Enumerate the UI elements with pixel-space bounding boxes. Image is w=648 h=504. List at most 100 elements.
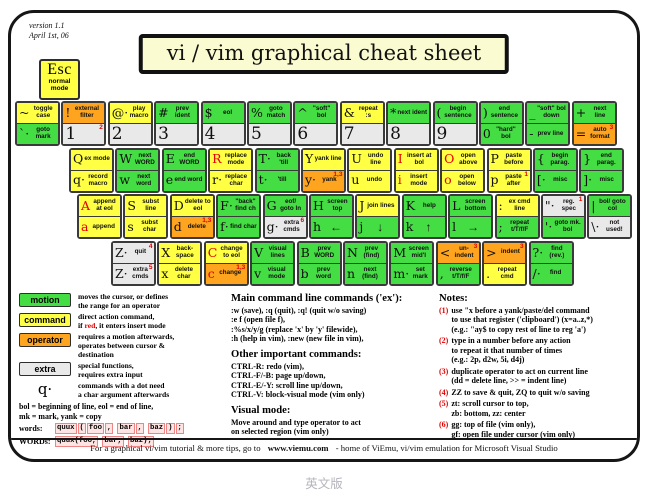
key-action: - prev line <box>527 124 569 144</box>
key-shift-action: < un- indent 3 <box>437 242 479 264</box>
text-line: :%s/x/y/g (replace 'x' by 'y' filewide), <box>231 324 358 334</box>
legend-text: moves the cursor, or defines the range fo… <box>78 292 169 310</box>
key-symbol: k <box>405 218 414 234</box>
key-symbol: 1 <box>65 124 77 144</box>
text-line: bol = beginning of line, eol = end of li… <box>19 402 154 412</box>
key-action: . repeat cmd <box>484 263 526 284</box>
key-label: prev ident <box>174 105 190 119</box>
key-shift-action: : ex cmd line <box>496 196 538 218</box>
key-action: g· extra cmds 6 <box>264 217 306 238</box>
key--: _ "soft" bol down - prev line <box>525 101 571 146</box>
key-1: ! external filter 1 2 <box>61 101 107 146</box>
key-symbol: % <box>250 104 263 120</box>
note-text: gg: top of file (vim only), gf: open file… <box>451 420 576 439</box>
key-symbol: ! <box>65 104 71 120</box>
key-label: "soft" bol down <box>537 105 566 119</box>
key-label: insert at bol <box>406 151 432 166</box>
key-symbol: ?· <box>532 244 544 260</box>
legend-text: direct action command, if red, it enters … <box>78 312 166 330</box>
key-symbol: V <box>254 244 264 260</box>
key-symbol: y· <box>304 172 316 188</box>
notes-section: Notes: (1) use "x before a yank/paste/del… <box>439 293 635 447</box>
key-symbol: + <box>575 104 587 120</box>
key-symbol: @· <box>111 104 129 120</box>
key-action: 0 "hard" bol <box>480 124 522 144</box>
key-symbol: I <box>397 151 403 167</box>
footer: For a graphical vi/vim tutorial & more t… <box>11 438 637 459</box>
key-symbol: 9 <box>436 124 448 144</box>
viemu-link[interactable]: www.viemu.com <box>267 443 329 453</box>
key-shift-action: ! external filter <box>63 103 105 124</box>
key-label: end parag. <box>596 151 616 166</box>
note-item: (6) gg: top of file (vim only), gf: open f… <box>439 420 635 439</box>
key-symbol: P <box>490 151 499 167</box>
note-text: zt: scroll cursor to top, zb: bottom, zz:… <box>451 399 529 418</box>
key-action: '· goto mk. bol <box>542 217 584 238</box>
key-label: end word <box>174 176 203 184</box>
key-action: ]· misc <box>581 170 623 191</box>
key-action: 3 <box>156 124 198 144</box>
key-action: ; repeat t/T/f/F <box>496 217 538 238</box>
visual-mode-text: Move around and type operator to act on s… <box>231 418 439 437</box>
key-action: d delete 1,3 <box>171 217 213 238</box>
key-symbol: a <box>81 218 89 234</box>
key-label: external filter <box>74 105 99 119</box>
note-item: (4) ZZ to save & quit, ZQ to quit w/o sav… <box>439 388 635 397</box>
key-label: undo line <box>367 151 384 166</box>
legend-text: special functions, requires extra input <box>78 361 143 379</box>
note-ref: 3 <box>609 124 614 131</box>
key-7: & repeat :s 7 <box>339 101 385 146</box>
key-action: u undo <box>349 170 391 191</box>
legend-text: commands with a dot need a char argument … <box>78 381 170 399</box>
key-symbol: [· <box>536 172 546 188</box>
key-label: back 'till <box>276 151 291 166</box>
key-action: 8 <box>388 124 430 144</box>
key-symbol: f· <box>220 218 229 234</box>
key-label: delete <box>187 222 206 230</box>
key-label: append at eol <box>93 198 116 213</box>
note-marker: (6) <box>439 420 449 430</box>
key-label: begin sentence <box>444 105 472 119</box>
key-shift-action: & repeat :s <box>341 103 383 124</box>
highlighted-token: ( <box>77 422 86 435</box>
key-label: change <box>219 269 242 277</box>
text-line: CTRL-F/-B: page up/down, <box>231 371 326 381</box>
note-item: (1) use "x before a yank/paste/del comman… <box>439 306 635 334</box>
highlighted-token: , <box>105 422 114 435</box>
key-action: k ↑ <box>403 217 445 238</box>
key-shift-action: Z· quit 4 <box>113 242 154 264</box>
key-symbol: r· <box>212 172 223 188</box>
key-symbol: 5 <box>250 124 262 144</box>
note-marker: (5) <box>439 399 449 409</box>
note-ref: 1,3 <box>236 263 246 271</box>
key-symbol: t· <box>258 172 268 188</box>
bottom-panels: motion moves the cursor, or defines the ra… <box>19 292 635 448</box>
key-symbol: ~ <box>19 104 30 120</box>
highlighted-token: , <box>135 422 144 435</box>
legend-swatch: command <box>19 313 71 328</box>
key-symbol: 7 <box>343 124 355 144</box>
key-action: = auto format 3 <box>573 124 615 144</box>
key-symbol: E <box>165 151 175 167</box>
legend-section: motion moves the cursor, or defines the ra… <box>19 292 231 448</box>
note-ref: 1 <box>578 196 583 204</box>
key-action: m· set mark <box>391 263 433 284</box>
key-symbol: - <box>529 125 534 141</box>
note-text: duplicate operator to act on current lin… <box>451 366 588 385</box>
key-symbol: p <box>490 172 499 188</box>
note-ref: 1,3 <box>202 217 212 225</box>
key-label: back- space <box>175 244 194 259</box>
key-symbol: Z· <box>115 244 128 260</box>
key-action: n next (find) <box>344 263 386 284</box>
key-symbol: $ <box>204 104 213 120</box>
